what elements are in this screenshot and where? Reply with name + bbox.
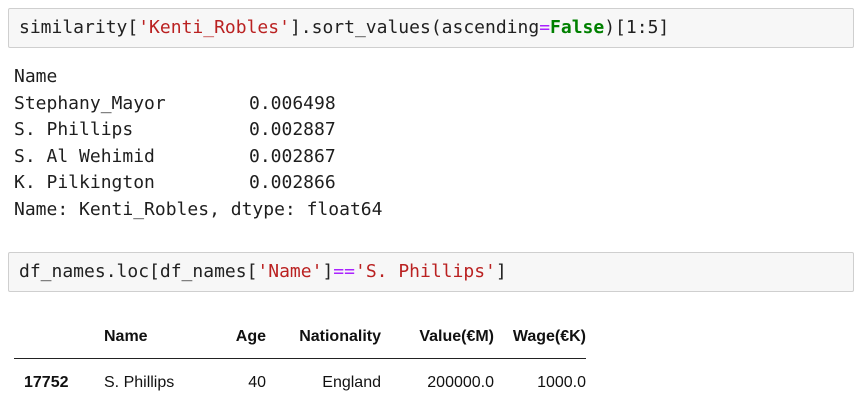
table-row: 17752 S. Phillips 40 England 200000.0 10…	[14, 359, 586, 395]
series-index-name: Name	[14, 64, 382, 91]
cell-age: 40	[204, 359, 266, 395]
cell-nationality: England	[266, 359, 381, 395]
dataframe-header-row: Name Age Nationality Value(€M) Wage(€K)	[14, 326, 586, 359]
code-token: ==	[333, 261, 355, 282]
series-row: K. Pilkington 0.002866	[14, 170, 382, 197]
series-row: Stephany_Mayor 0.006498	[14, 91, 382, 118]
series-footer: Name: Kenti_Robles, dtype: float64	[14, 197, 382, 224]
dataframe-output: Name Age Nationality Value(€M) Wage(€K) …	[14, 326, 586, 394]
series-row-name: K. Pilkington	[14, 170, 249, 197]
code-token: ]	[322, 261, 333, 282]
series-output: Name Stephany_Mayor 0.006498 S. Phillips 0.…	[14, 64, 382, 223]
code-token: ]	[496, 261, 507, 282]
series-rows: Stephany_Mayor 0.006498 S. Phillips 0.00288…	[14, 91, 382, 197]
code-token: df_names.loc[df_names[	[19, 261, 257, 282]
series-row: S. Al Wehimid 0.002867	[14, 144, 382, 171]
code-cell-filter-phillips[interactable]: df_names.loc[df_names['Name']=='S. Phill…	[8, 252, 854, 292]
code-token: 'Kenti_Robles'	[138, 17, 290, 38]
code-token: False	[550, 17, 604, 38]
column-header-wage: Wage(€K)	[494, 326, 586, 359]
series-row: S. Phillips 0.002887	[14, 117, 382, 144]
series-row-value: 0.002887	[249, 117, 369, 144]
code-cell-sort-similarity[interactable]: similarity['Kenti_Robles'].sort_values(a…	[8, 8, 854, 48]
column-header-value: Value(€M)	[381, 326, 494, 359]
column-header-age: Age	[204, 326, 266, 359]
code-token: =	[539, 17, 550, 38]
series-row-value: 0.002867	[249, 144, 369, 171]
series-row-name: S. Al Wehimid	[14, 144, 249, 171]
cell-wage: 1000.0	[494, 359, 586, 395]
series-row-value: 0.006498	[249, 91, 369, 118]
column-header-nationality: Nationality	[266, 326, 381, 359]
index-header	[14, 326, 88, 359]
series-row-name: S. Phillips	[14, 117, 249, 144]
row-index: 17752	[14, 359, 88, 395]
code-token: )[1:5]	[604, 17, 669, 38]
code-token: 'S. Phillips'	[355, 261, 496, 282]
code-token: 'Name'	[257, 261, 322, 282]
series-row-value: 0.002866	[249, 170, 369, 197]
cell-value: 200000.0	[381, 359, 494, 395]
cell-name: S. Phillips	[88, 359, 204, 395]
code-token: similarity[	[19, 17, 138, 38]
column-header-name: Name	[88, 326, 204, 359]
code-token: ].sort_values(ascending	[290, 17, 539, 38]
series-row-name: Stephany_Mayor	[14, 91, 249, 118]
